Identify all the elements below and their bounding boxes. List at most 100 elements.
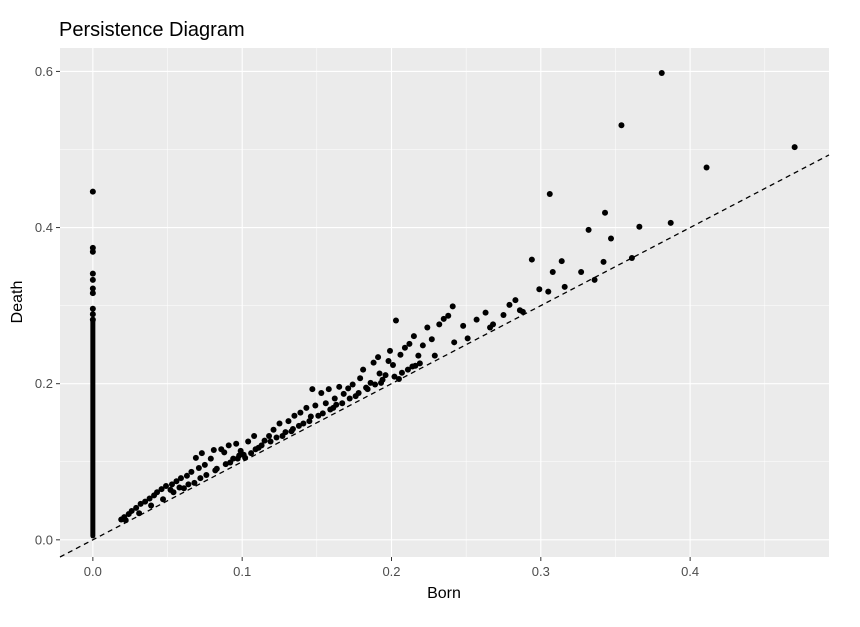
data-point	[195, 465, 202, 472]
data-point	[248, 450, 255, 457]
data-point	[372, 381, 379, 388]
data-point	[89, 305, 96, 312]
data-point	[89, 311, 96, 318]
data-point	[473, 316, 480, 323]
data-point	[158, 486, 165, 493]
diagonal-reference-line	[59, 154, 830, 558]
data-point	[285, 418, 292, 425]
y-axis-ticks: 0.0 0.2 0.4 0.6	[35, 64, 60, 547]
data-point	[163, 482, 170, 489]
x-axis-ticks: 0.0 0.1 0.2 0.3 0.4	[84, 557, 699, 579]
data-point	[357, 375, 364, 382]
data-point	[345, 385, 352, 392]
data-point	[125, 511, 132, 518]
y-tick-label: 0.2	[35, 376, 53, 391]
data-point	[146, 495, 153, 502]
data-point	[546, 190, 553, 197]
data-point	[370, 359, 377, 366]
data-point	[288, 428, 295, 435]
data-point	[322, 400, 329, 407]
data-point	[415, 352, 422, 359]
data-point	[122, 517, 129, 524]
data-point	[585, 226, 592, 233]
data-point	[227, 459, 234, 466]
data-point	[591, 276, 598, 283]
data-point	[270, 426, 277, 433]
x-tick-label: 0.3	[532, 564, 550, 579]
data-point	[336, 383, 343, 390]
data-point	[500, 311, 507, 318]
chart-title: Persistence Diagram	[59, 19, 245, 41]
data-point	[658, 69, 665, 76]
data-point	[279, 432, 286, 439]
data-point	[449, 303, 456, 310]
data-point	[251, 432, 258, 439]
data-point	[602, 209, 609, 216]
data-point	[506, 301, 513, 308]
data-point	[628, 255, 635, 262]
data-point	[233, 440, 240, 447]
data-point	[168, 481, 175, 488]
data-point	[307, 413, 314, 420]
data-point	[183, 472, 190, 479]
data-point	[276, 420, 283, 427]
plot-panel	[60, 48, 829, 557]
data-point	[176, 484, 183, 491]
x-tick-label: 0.4	[681, 564, 699, 579]
data-point	[240, 451, 247, 458]
data-point	[303, 404, 310, 411]
data-point	[389, 361, 396, 368]
x-tick-label: 0.2	[382, 564, 400, 579]
data-point	[490, 321, 497, 328]
data-point	[791, 144, 798, 151]
data-point	[600, 258, 607, 265]
data-point	[297, 409, 304, 416]
data-point	[89, 188, 96, 195]
data-point	[385, 358, 392, 365]
data-point	[191, 479, 198, 486]
data-point	[177, 475, 184, 482]
data-point	[306, 418, 313, 425]
data-point	[340, 390, 347, 397]
data-point	[245, 438, 252, 445]
data-point	[561, 283, 568, 290]
data-points	[89, 69, 798, 539]
data-point	[410, 333, 417, 340]
data-point	[528, 256, 535, 263]
data-point	[319, 410, 326, 417]
data-point	[397, 351, 404, 358]
data-point	[261, 437, 268, 444]
y-tick-label: 0.4	[35, 220, 53, 235]
data-point	[295, 422, 302, 429]
data-point	[412, 362, 419, 369]
data-point	[258, 442, 265, 449]
data-point	[210, 447, 217, 454]
data-point	[89, 285, 96, 292]
data-point	[440, 315, 447, 322]
data-point	[185, 481, 192, 488]
data-point	[89, 290, 96, 297]
data-point	[266, 432, 273, 439]
data-point	[398, 369, 405, 376]
data-point	[201, 461, 208, 468]
data-point	[325, 386, 332, 393]
data-point	[333, 401, 340, 408]
data-point	[148, 502, 155, 509]
data-point	[436, 321, 443, 328]
data-point	[386, 347, 393, 354]
data-point	[133, 504, 140, 511]
data-point	[331, 395, 338, 402]
data-point	[151, 492, 158, 499]
y-tick-label: 0.6	[35, 64, 53, 79]
data-point	[318, 390, 325, 397]
data-point	[300, 420, 307, 427]
data-point	[424, 324, 431, 331]
data-point	[401, 344, 408, 351]
data-point	[536, 286, 543, 293]
data-point	[221, 449, 228, 456]
data-point	[273, 434, 280, 441]
data-point	[89, 270, 96, 277]
data-point	[252, 446, 259, 453]
data-point	[419, 342, 426, 349]
data-point	[431, 352, 438, 359]
